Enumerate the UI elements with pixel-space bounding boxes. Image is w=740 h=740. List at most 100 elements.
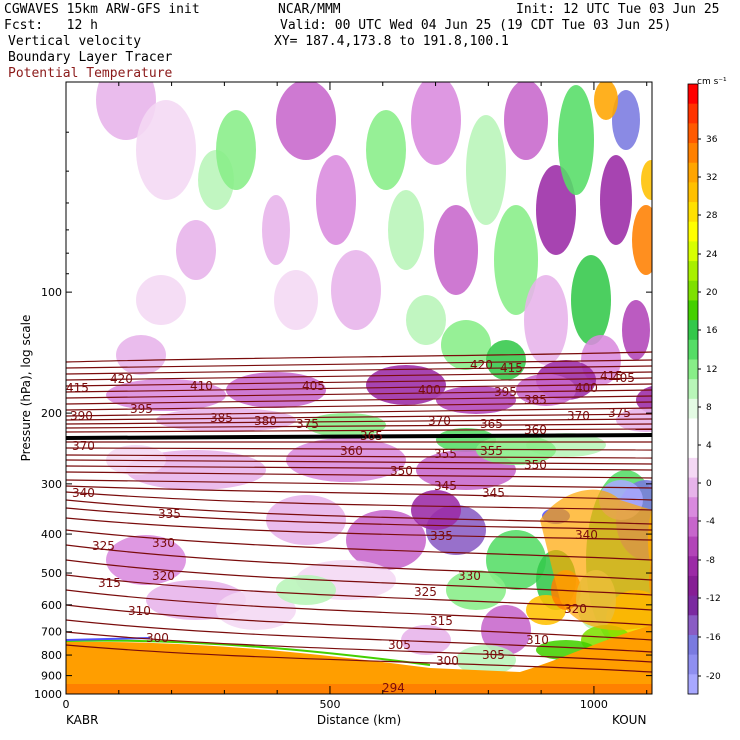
velocity-blob bbox=[486, 530, 546, 590]
theta-contour-line bbox=[66, 644, 652, 673]
colorbar-swatch bbox=[688, 398, 698, 420]
colorbar-tick-label: -20 bbox=[706, 672, 721, 682]
velocity-blob bbox=[388, 190, 424, 270]
theta-contour-label: 310 bbox=[526, 633, 549, 647]
colorbar-swatch bbox=[688, 457, 698, 479]
theta-contour-line bbox=[66, 447, 652, 451]
theta-contour-label: 300 bbox=[436, 654, 459, 668]
colorbar-swatch bbox=[688, 84, 698, 105]
velocity-blob bbox=[136, 275, 186, 325]
colorbar-swatch bbox=[688, 103, 698, 124]
right-station-label: KOUN bbox=[612, 713, 646, 727]
velocity-blob bbox=[622, 300, 650, 360]
theta-contour-label: 315 bbox=[98, 576, 121, 590]
colorbar-tick-label: 24 bbox=[706, 250, 718, 260]
colorbar-swatch bbox=[688, 162, 698, 183]
colorbar-tick-label: 28 bbox=[706, 211, 718, 221]
theta-contour-line bbox=[66, 465, 652, 471]
colorbar-swatch bbox=[688, 575, 698, 597]
colorbar-swatch bbox=[688, 674, 698, 695]
y-tick-label: 100 bbox=[41, 286, 62, 299]
theta-contour-label: 415 bbox=[600, 369, 623, 383]
velocity-blob bbox=[274, 270, 318, 330]
colorbar-swatch bbox=[688, 182, 698, 203]
y-tick-label: 900 bbox=[41, 670, 62, 683]
init-time: Init: 12 UTC Tue 03 Jun 25 bbox=[516, 2, 720, 17]
colorbar-swatch bbox=[688, 477, 698, 498]
theta-contour-line bbox=[66, 454, 652, 459]
theta-contour-label: 355 bbox=[480, 444, 503, 458]
x-tick-label: 0 bbox=[63, 698, 70, 711]
theta-contour-line bbox=[66, 365, 652, 375]
colorbar-swatch bbox=[688, 595, 698, 616]
velocity-blob bbox=[600, 155, 632, 245]
tropopause-line bbox=[66, 433, 652, 440]
theta-contour-label: 370 bbox=[567, 409, 590, 423]
y-tick-label: 600 bbox=[41, 599, 62, 612]
colorbar-swatch bbox=[688, 379, 698, 400]
theta-contour-label: 335 bbox=[430, 529, 453, 543]
colorbar-swatch bbox=[688, 280, 698, 301]
theta-contour-line bbox=[66, 389, 652, 399]
theta-contour-label: 330 bbox=[458, 569, 481, 583]
velocity-blob bbox=[662, 85, 690, 135]
theta-contour-label: 405 bbox=[612, 371, 635, 385]
velocity-blob bbox=[411, 82, 461, 165]
velocity-blob bbox=[401, 625, 451, 655]
cross-section-endpoints: XY= 187.4,173.8 to 191.8,100.1 bbox=[274, 34, 509, 49]
theta-contour-line bbox=[66, 499, 652, 525]
theta-contour-label: 350 bbox=[390, 464, 413, 478]
colorbar-tick-label: -12 bbox=[706, 594, 721, 604]
theta-contour-line bbox=[66, 395, 652, 405]
colorbar-swatch bbox=[688, 536, 698, 557]
velocity-blob bbox=[657, 100, 685, 180]
theta-contour-line bbox=[66, 485, 652, 501]
theta-contour-label: 380 bbox=[254, 414, 277, 428]
theta-contour-line bbox=[66, 559, 652, 596]
velocity-blob bbox=[106, 535, 186, 585]
theta-contour-label: 395 bbox=[130, 402, 153, 416]
theta-contour-label: 415 bbox=[500, 361, 523, 375]
theta-contour-label: 335 bbox=[158, 507, 181, 521]
velocity-blob bbox=[636, 385, 652, 415]
colorbar-tick-label: 16 bbox=[706, 326, 718, 336]
velocity-blob bbox=[612, 90, 640, 150]
theta-contour-label: 294 bbox=[382, 681, 405, 695]
velocity-blob bbox=[632, 205, 652, 275]
velocity-blob bbox=[571, 255, 611, 345]
theta-contour-line bbox=[66, 459, 652, 465]
theta-contour-label: 375 bbox=[296, 417, 319, 431]
theta-contour-line bbox=[66, 589, 652, 626]
colorbar-swatch bbox=[688, 497, 698, 518]
theta-contour-label: 415 bbox=[66, 381, 89, 395]
theta-contour-label: 340 bbox=[575, 528, 598, 542]
colorbar-tick-label: -8 bbox=[706, 556, 715, 566]
theta-contour-label: 365 bbox=[360, 429, 383, 443]
velocity-blob bbox=[331, 250, 381, 330]
velocity-blob bbox=[456, 645, 516, 675]
theta-contour-label: 400 bbox=[418, 383, 441, 397]
theta-contour-label: 340 bbox=[72, 486, 95, 500]
colorbar-tick-label: 4 bbox=[706, 441, 712, 451]
boundary-layer-fill bbox=[66, 625, 652, 694]
colorbar-unit: cm s⁻¹ bbox=[697, 77, 727, 87]
colorbar-tick-label: -4 bbox=[706, 517, 715, 527]
colorbar-swatch bbox=[688, 654, 698, 675]
theta-contour-label: 370 bbox=[428, 414, 451, 428]
velocity-blob bbox=[411, 490, 461, 530]
valid-time: Valid: 00 UTC Wed 04 Jun 25 (19 CDT Tue … bbox=[280, 18, 672, 33]
theta-contour-label: 350 bbox=[524, 458, 547, 472]
theta-contour-line bbox=[66, 529, 652, 561]
x-axis-title: Distance (km) bbox=[317, 713, 401, 727]
theta-contour-label: 315 bbox=[430, 614, 453, 628]
theta-contour-label: 310 bbox=[128, 604, 151, 618]
velocity-blob bbox=[216, 110, 256, 190]
theta-contour-line bbox=[66, 491, 652, 511]
theta-contour-label: 320 bbox=[564, 602, 587, 616]
colorbar-tick-label: 8 bbox=[706, 403, 712, 413]
colorbar-swatch bbox=[688, 320, 698, 341]
theta-contour-label: 360 bbox=[524, 423, 547, 437]
y-tick-label: 800 bbox=[41, 649, 62, 662]
theta-contour-label: 345 bbox=[434, 479, 457, 493]
